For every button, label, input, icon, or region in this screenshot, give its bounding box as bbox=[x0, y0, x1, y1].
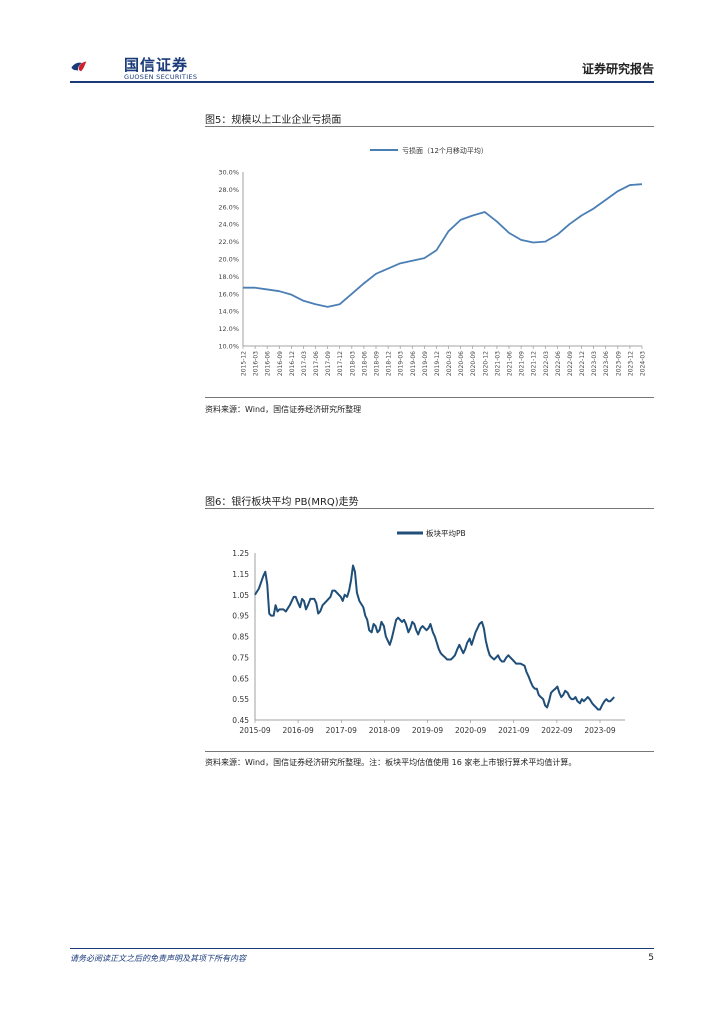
x-tick-label: 2019-03 bbox=[398, 351, 405, 376]
footer-divider bbox=[70, 948, 654, 949]
x-tick-label: 2021-03 bbox=[494, 351, 501, 376]
y-tick-label: 30.0% bbox=[218, 169, 239, 177]
x-tick-label: 2023-03 bbox=[591, 351, 598, 376]
figure5-chart: 亏损面（12个月移动平均） 10.0% 12.0% 14.0% 16.0% 18.0% 20… bbox=[218, 146, 647, 376]
x-tick-label: 2016-09 bbox=[282, 726, 314, 735]
x-tick-label: 2021-09 bbox=[519, 351, 526, 376]
x-tick-label: 2018-09 bbox=[374, 351, 381, 376]
x-tick-label: 2021-12 bbox=[531, 351, 538, 376]
y-tick-label: 0.65 bbox=[232, 674, 249, 683]
x-tick-label: 2023-06 bbox=[603, 351, 610, 376]
brand-name-en: GUOSEN SECURITIES bbox=[124, 73, 198, 81]
x-tick-label: 2018-03 bbox=[349, 351, 356, 376]
x-tick-label: 2017-09 bbox=[326, 726, 358, 735]
x-tick-label: 2020-03 bbox=[446, 351, 453, 376]
y-tick-label: 1.15 bbox=[232, 570, 249, 579]
y-tick-label: 26.0% bbox=[218, 203, 239, 211]
figure5-title: 图5：规模以上工业企业亏损面 bbox=[205, 115, 342, 126]
figure5-source: 资料来源：Wind，国信证券经济研究所整理 bbox=[205, 405, 362, 414]
y-tick-label: 0.55 bbox=[232, 695, 249, 704]
figure6-source: 资料来源：Wind，国信证券经济研究所整理。注：板块平均估值使用 16 家老上市… bbox=[205, 758, 577, 767]
logo-blue-shape bbox=[71, 62, 82, 71]
y-tick-label: 18.0% bbox=[218, 273, 239, 281]
guosen-logo-icon bbox=[71, 61, 87, 72]
x-tick-label: 2021-09 bbox=[498, 726, 530, 735]
header-divider bbox=[70, 81, 654, 83]
x-tick-label: 2023-09 bbox=[584, 726, 616, 735]
x-tick-label: 2018-06 bbox=[361, 351, 368, 376]
x-tick-label: 2022-06 bbox=[555, 351, 562, 376]
x-tick-label: 2023-12 bbox=[627, 351, 634, 376]
x-tick-label: 2018-09 bbox=[369, 726, 401, 735]
x-tick-label: 2019-12 bbox=[434, 351, 441, 376]
x-tick-label: 2022-12 bbox=[579, 351, 586, 376]
x-tick-label: 2023-09 bbox=[615, 351, 622, 376]
x-tick-label: 2020-09 bbox=[470, 351, 477, 376]
y-tick-label: 0.75 bbox=[232, 653, 249, 662]
x-tick-label: 2019-09 bbox=[412, 726, 444, 735]
legend-label: 亏损面（12个月移动平均） bbox=[402, 146, 488, 155]
y-tick-label: 14.0% bbox=[218, 308, 239, 316]
x-tick-label: 2016-06 bbox=[265, 351, 272, 376]
figure5-bottom-rule bbox=[205, 397, 654, 398]
footer-disclaimer: 请务必阅读正文之后的免责声明及其项下所有内容 bbox=[70, 954, 246, 963]
x-tick-label: 2024-03 bbox=[640, 351, 647, 376]
brand-name-cn: 国信证券 bbox=[124, 56, 189, 74]
x-tick-label: 2019-06 bbox=[410, 351, 417, 376]
series-line-loss-ratio bbox=[243, 183, 643, 308]
x-tick-label: 2016-09 bbox=[277, 351, 284, 376]
y-tick-label: 1.25 bbox=[232, 549, 249, 558]
series-line-bank-pb bbox=[254, 564, 615, 711]
x-tick-label: 2020-12 bbox=[482, 351, 489, 376]
x-tick-label: 2022-09 bbox=[567, 351, 574, 376]
x-tick-label: 2015-09 bbox=[239, 726, 271, 735]
y-tick-label: 24.0% bbox=[218, 221, 239, 229]
y-tick-label: 22.0% bbox=[218, 238, 239, 246]
figure6-chart: 板块平均PB 0.45 0.55 0.65 0.75 0.85 0.95 1.05 1.15 1.… bbox=[232, 528, 625, 735]
y-tick-label: 20.0% bbox=[218, 256, 239, 264]
figure5-top-rule bbox=[205, 126, 654, 127]
y-tick-label: 0.95 bbox=[232, 612, 249, 621]
y-tick-label: 12.0% bbox=[218, 325, 239, 333]
x-tick-label: 2022-09 bbox=[541, 726, 573, 735]
x-tick-label: 2020-09 bbox=[455, 726, 487, 735]
x-tick-label: 2016-12 bbox=[289, 351, 296, 376]
x-tick-label: 2017-06 bbox=[313, 351, 320, 376]
y-tick-label: 28.0% bbox=[218, 186, 239, 194]
y-tick-label: 10.0% bbox=[218, 343, 239, 351]
x-tick-label: 2015-12 bbox=[241, 351, 248, 376]
x-tick-label: 2017-09 bbox=[325, 351, 332, 376]
x-tick-label: 2022-03 bbox=[543, 351, 550, 376]
figure6-top-rule bbox=[205, 508, 654, 509]
y-tick-label: 0.45 bbox=[232, 716, 249, 725]
x-tick-label: 2016-03 bbox=[253, 351, 260, 376]
y-tick-label: 0.85 bbox=[232, 633, 249, 642]
x-tick-label: 2020-06 bbox=[458, 351, 465, 376]
document-type: 证券研究报告 bbox=[581, 62, 654, 76]
figure6-title: 图6：银行板块平均 PB(MRQ)走势 bbox=[205, 497, 359, 508]
y-tick-label: 1.05 bbox=[232, 591, 249, 600]
logo-red-shape bbox=[78, 61, 87, 72]
x-tick-label: 2017-03 bbox=[301, 351, 308, 376]
x-tick-label: 2021-06 bbox=[507, 351, 514, 376]
legend-label: 板块平均PB bbox=[426, 528, 466, 538]
x-tick-label: 2018-12 bbox=[386, 351, 393, 376]
x-tick-label: 2017-12 bbox=[337, 351, 344, 376]
y-tick-label: 16.0% bbox=[218, 290, 239, 298]
page-number: 5 bbox=[648, 953, 654, 963]
figure6-bottom-rule bbox=[205, 751, 654, 752]
x-tick-label: 2019-09 bbox=[422, 351, 429, 376]
